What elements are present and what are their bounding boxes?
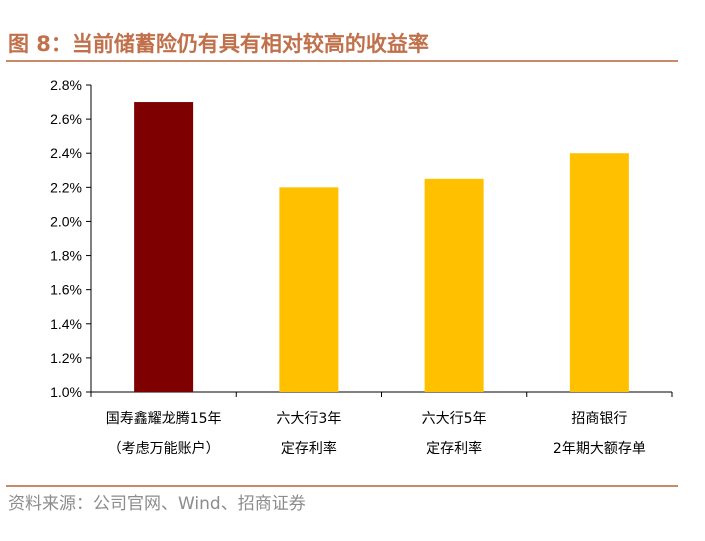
y-tick-label: 2.6% xyxy=(50,111,82,127)
bar xyxy=(569,153,629,392)
x-category-label: 招商银行 xyxy=(571,411,627,427)
bar-chart: 1.0% 1.2% 1.4% 1.6% 1.8% 2.0% 2.2% 2.4% 2.6% 2.8%… xyxy=(50,77,673,457)
y-tick-label: 1.2% xyxy=(50,350,82,366)
source-note: 资料来源：公司官网、Wind、招商证券 xyxy=(8,494,306,514)
x-category-label: 2年期大额存单 xyxy=(553,441,646,457)
y-tick-label: 2.0% xyxy=(50,213,82,229)
bar xyxy=(424,178,484,392)
x-category-label: 国寿鑫耀龙腾15年 xyxy=(106,410,222,427)
bar xyxy=(279,187,339,392)
y-tick-label: 2.8% xyxy=(50,77,82,93)
title-divider xyxy=(6,60,678,62)
chart-title: 图 8：当前储蓄险仍有具有相对较高的收益率 xyxy=(8,32,429,56)
y-tick-label: 1.8% xyxy=(50,248,82,264)
y-tick-label: 2.4% xyxy=(50,145,82,161)
x-category-label: 六大行3年 xyxy=(276,411,341,427)
source-divider xyxy=(6,485,678,487)
y-tick-label: 2.2% xyxy=(50,179,82,195)
x-category-label: 定存利率 xyxy=(281,440,337,457)
x-category-label: 六大行5年 xyxy=(422,411,487,427)
x-category-label: 定存利率 xyxy=(426,440,482,457)
bar xyxy=(134,102,194,393)
y-tick-label: 1.4% xyxy=(50,316,82,332)
x-category-label: （考虑万能账户） xyxy=(108,440,220,457)
y-tick-label: 1.6% xyxy=(50,282,82,298)
y-tick-label: 1.0% xyxy=(50,384,82,400)
